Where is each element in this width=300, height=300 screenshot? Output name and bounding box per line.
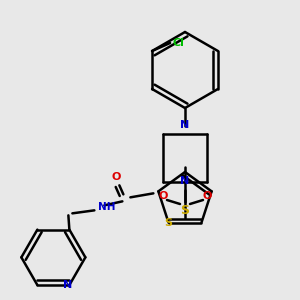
Text: S: S xyxy=(181,203,190,217)
Text: S: S xyxy=(164,218,172,228)
Text: O: O xyxy=(112,172,121,182)
Text: N: N xyxy=(63,280,72,290)
Text: O: O xyxy=(158,191,168,201)
Text: N: N xyxy=(180,120,190,130)
Text: N: N xyxy=(180,176,190,186)
Text: NH: NH xyxy=(98,202,116,212)
Text: Cl: Cl xyxy=(172,38,184,48)
Text: O: O xyxy=(202,191,212,201)
